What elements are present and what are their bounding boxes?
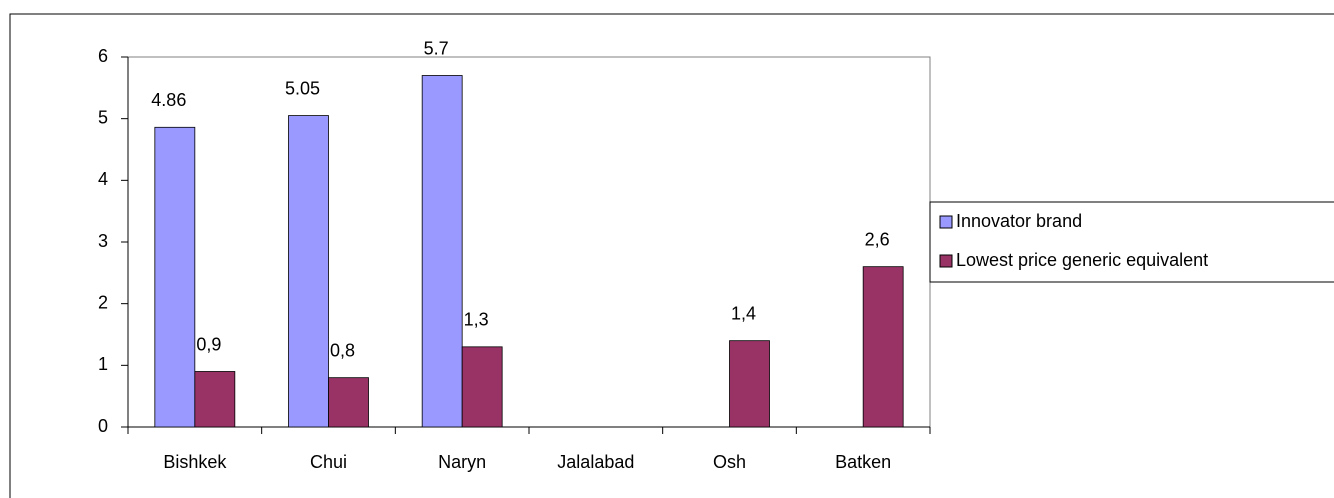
bar [288,115,329,428]
y-tick-label: 0 [98,416,108,436]
x-tick-label: Naryn [438,452,486,472]
data-label: 1,4 [731,303,756,323]
x-tick-label: Jalalabad [557,452,634,472]
x-tick-label: Osh [713,452,746,472]
bar [154,126,196,428]
data-label: 5.7 [424,38,449,58]
legend-swatch [939,254,953,268]
bar [194,371,236,428]
y-tick-label: 6 [98,46,108,66]
x-tick-label: Batken [835,452,891,472]
legend-swatch [939,215,953,229]
legend-box [929,201,1334,283]
x-tick-label: Chui [310,452,347,472]
bar [461,346,503,428]
bar [862,266,904,428]
y-tick-label: 2 [98,292,108,312]
bar [729,340,770,428]
x-tick-label: Bishkek [163,452,227,472]
y-tick-label: 1 [98,354,108,374]
y-tick-label: 5 [98,107,108,127]
bar [421,75,463,428]
legend-label: Innovator brand [956,211,1082,231]
data-label: 0,8 [330,340,355,360]
data-label: 1,3 [464,310,489,330]
data-label: 2,6 [865,229,890,249]
data-label: 4.86 [151,90,186,110]
plot-area [127,56,931,428]
legend-label: Lowest price generic equivalent [956,250,1208,270]
y-tick-label: 4 [98,169,108,189]
y-tick-label: 3 [98,231,108,251]
data-label: 0,9 [196,334,221,354]
data-label: 5.05 [285,78,320,98]
bar [328,377,369,428]
